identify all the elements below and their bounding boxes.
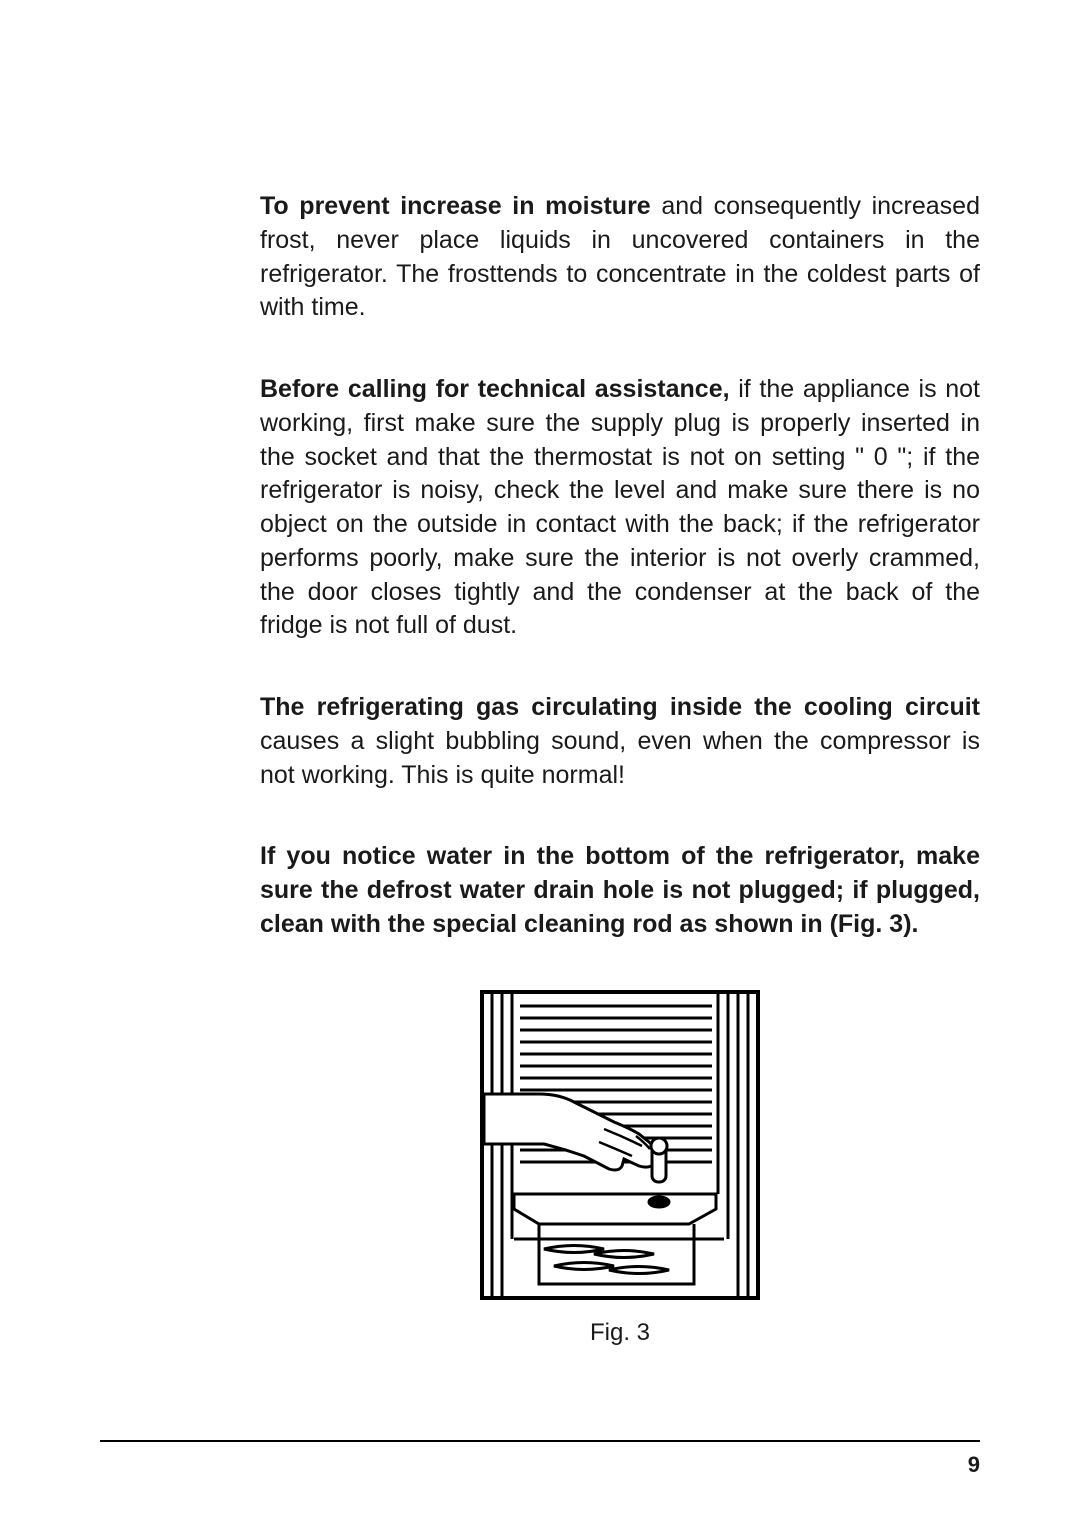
page-footer: 9 (100, 1440, 980, 1452)
bold-lead-3: The refrigerating gas circulating inside… (260, 693, 980, 721)
figure-caption: Fig. 3 (260, 1317, 980, 1349)
bold-full-4: If you notice water in the bottom of the… (260, 842, 980, 938)
figure-3-illustration (480, 990, 760, 1300)
page-number: 9 (968, 1452, 980, 1478)
bold-lead-2: Before calling for technical assistance, (260, 375, 730, 403)
rest-text-3: causes a slight bubbling sound, even whe… (260, 727, 980, 789)
paragraph-refrigerating-gas: The refrigerating gas circulating inside… (260, 691, 980, 792)
figure-container: Fig. 3 (260, 990, 980, 1350)
paragraph-water-bottom: If you notice water in the bottom of the… (260, 840, 980, 941)
drain-cleaning-icon (484, 994, 756, 1296)
rest-text-2: if the appliance is not working, first m… (260, 375, 980, 639)
bold-lead-1: To prevent increase in moisture (260, 192, 651, 220)
paragraph-moisture: To prevent increase in moisture and cons… (260, 190, 980, 325)
page-content: To prevent increase in moisture and cons… (260, 190, 980, 1350)
paragraph-technical-assistance: Before calling for technical assistance,… (260, 373, 980, 643)
